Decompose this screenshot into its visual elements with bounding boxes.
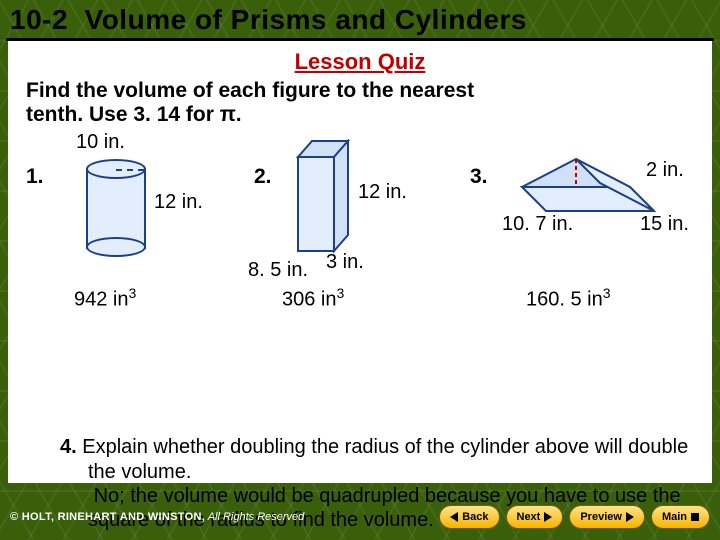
p3-tri-height: 2 in.: [646, 159, 684, 182]
preview-button[interactable]: Preview: [569, 505, 645, 529]
lesson-quiz-heading: Lesson Quiz: [26, 49, 694, 75]
main-square-icon: [691, 513, 699, 521]
instruction-line-1: Find the volume of each figure to the ne…: [26, 79, 474, 102]
p3-length: 15 in.: [640, 213, 689, 236]
chapter-title: Volume of Prisms and Cylinders: [85, 4, 527, 35]
problem-1-number: 1.: [26, 165, 44, 189]
problem-3-number: 3.: [470, 165, 488, 189]
p2-base-w: 8. 5 in.: [248, 259, 308, 282]
figures-row: 1. 10 in. 12 in. 2. 12 in. 8. 5 in. 3 in…: [26, 135, 694, 285]
p3-tri-base: 10. 7 in.: [502, 213, 573, 236]
p2-base-d: 3 in.: [326, 251, 364, 274]
next-arrow-icon: [544, 512, 552, 522]
page-title: 10-2 Volume of Prisms and Cylinders: [0, 0, 720, 38]
preview-label: Preview: [580, 511, 622, 523]
p4-question: Explain whether doubling the radius of t…: [82, 436, 688, 482]
back-button[interactable]: Back: [439, 505, 499, 529]
problem-4-number: 4.: [60, 436, 77, 458]
cylinder-figure: [86, 159, 146, 249]
chapter-number: 10-2: [10, 4, 68, 35]
preview-arrow-icon: [626, 512, 634, 522]
p2-answer: 306 in3: [282, 285, 344, 312]
copyright-text: © HOLT, RINEHART AND WINSTON, All Rights…: [10, 511, 433, 523]
p1-height: 12 in.: [154, 191, 203, 214]
instruction-line-2: tenth. Use 3. 14 for π.: [26, 103, 242, 126]
main-label: Main: [662, 511, 687, 523]
back-label: Back: [462, 511, 488, 523]
p1-diameter: 10 in.: [76, 131, 125, 154]
footer-bar: © HOLT, RINEHART AND WINSTON, All Rights…: [0, 498, 720, 540]
back-arrow-icon: [450, 512, 458, 522]
next-label: Next: [517, 511, 541, 523]
rect-prism-figure: [296, 139, 366, 259]
p2-height: 12 in.: [358, 181, 407, 204]
next-button[interactable]: Next: [506, 505, 564, 529]
p1-answer: 942 in3: [74, 285, 136, 312]
problem-2-number: 2.: [254, 165, 272, 189]
content-panel: Lesson Quiz Find the volume of each figu…: [8, 41, 712, 483]
instructions: Find the volume of each figure to the ne…: [26, 79, 694, 127]
p3-answer: 160. 5 in3: [526, 285, 611, 312]
main-button[interactable]: Main: [651, 505, 710, 529]
